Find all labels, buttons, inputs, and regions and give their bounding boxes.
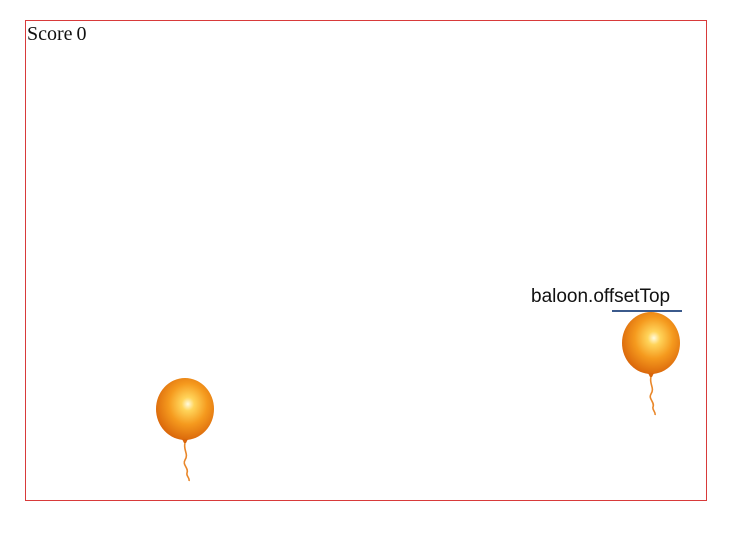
- score-value: 0: [76, 23, 87, 45]
- balloon-icon: [622, 312, 680, 416]
- offset-top-annotation: baloon.offsetTop: [531, 286, 671, 307]
- score-label: Score: [27, 23, 73, 45]
- game-area: Score 0: [25, 20, 707, 501]
- offset-top-underline: [612, 310, 682, 312]
- balloon-icon: [156, 378, 214, 482]
- score-display: Score 0: [27, 22, 87, 46]
- balloon[interactable]: [619, 310, 683, 420]
- balloon[interactable]: [153, 376, 217, 486]
